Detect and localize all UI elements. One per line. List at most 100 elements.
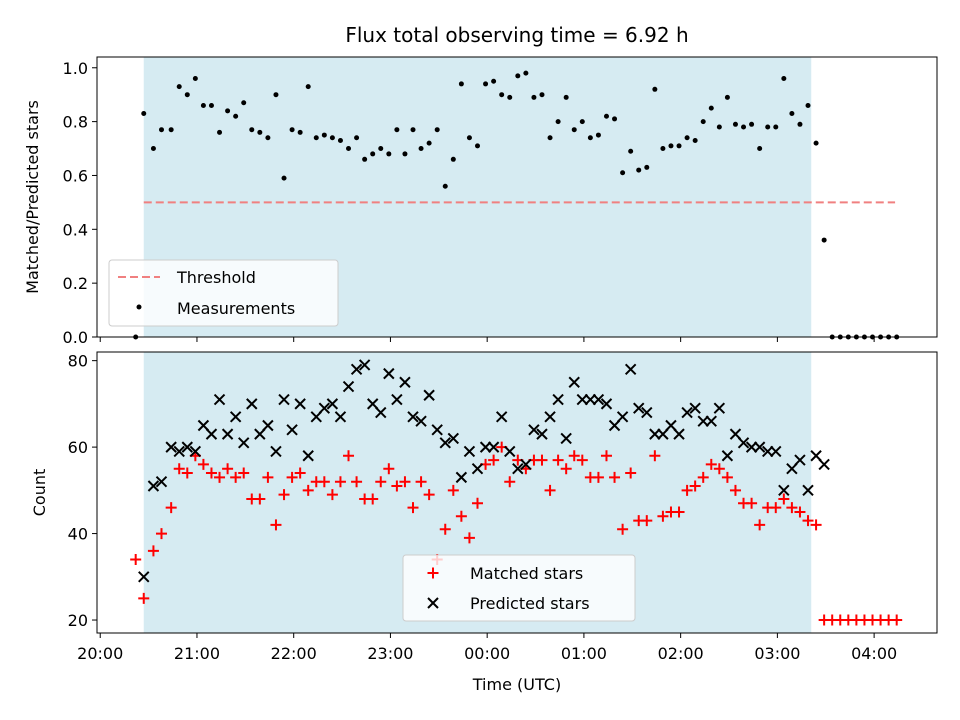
matched-stars-point [173,463,185,475]
measurement-point [370,151,376,157]
matched-stars-point [794,506,806,518]
top-marks-group [133,70,900,340]
bottom-y-axis-label: Count [30,469,49,517]
measurement-point [821,237,827,243]
measurement-point [200,102,206,108]
measurement-point [354,135,360,141]
predicted-stars-point [278,393,290,406]
predicted-stars-point [407,411,419,423]
measurement-point [757,146,763,152]
measurement-point [499,92,505,98]
measurement-point [644,164,650,170]
predicted-stars-point [560,432,572,445]
measurement-point [402,151,408,157]
bottom-x-ticks: 20:00 21:00 22:00 23:00 00:00 01:00 02:00 03:00… [77,633,897,663]
bottom-y-tick-label: 60 [68,438,88,457]
matched-stars-point [205,467,217,479]
matched-stars-point [181,467,193,479]
measurement-point [192,76,198,82]
measurement-point [773,124,779,130]
x-tick-label: 01:00 [561,644,607,663]
predicted-stars-point [512,463,524,475]
measurement-point [692,137,698,143]
predicted-stars-point [181,441,193,453]
predicted-stars-point [495,411,508,423]
predicted-stars-point [447,432,460,445]
predicted-stars-point [375,406,387,419]
predicted-stars-point [794,454,806,466]
matched-stars-point [230,471,242,483]
measurement-point [225,108,231,114]
measurement-point [636,167,642,173]
matched-stars-point [713,463,725,475]
matched-stars-point [657,510,669,522]
predicted-stars-point [463,445,476,458]
predicted-stars-point [713,402,726,414]
matched-stars-point [147,545,159,557]
matched-stars-point [617,523,629,535]
predicted-stars-point [528,424,540,436]
predicted-stars-point [205,428,218,440]
predicted-stars-point [294,398,306,410]
predicted-stars-point [302,450,314,462]
matched-stars-point [334,476,346,488]
matched-stars-point [673,506,685,518]
predicted-stars-point [608,419,621,432]
predicted-stars-point [399,376,411,388]
measurement-point [595,132,601,138]
matched-stars-point [560,463,572,475]
matched-stars-point [705,458,717,470]
matched-stars-point [729,484,741,496]
measurement-point [418,146,424,152]
matched-stars-point [222,463,234,475]
predicted-stars-point [415,415,427,427]
predicted-stars-point [138,571,150,583]
predicted-stars-point [657,428,669,440]
predicted-stars-point [270,445,282,458]
matched-stars-point [625,467,637,479]
measurement-point [273,92,279,98]
measurement-point [337,137,343,143]
measurement-point [603,113,609,119]
predicted-stars-point [383,367,395,380]
predicted-stars-point [358,359,371,371]
matched-stars-point [254,493,266,505]
measurement-point [539,92,545,98]
predicted-stars-point [721,450,734,462]
matched-stars-point [238,467,250,479]
matched-stars-point [544,484,556,496]
predicted-stars-point [334,411,347,423]
measurement-point [491,78,497,84]
top-y-axis-label: Matched/Predicted stars [23,100,42,294]
bottom-y-ticks: 20 40 60 80 [68,352,97,630]
matched-stars-point [367,493,379,505]
predicted-stars-point [568,376,580,388]
predicted-stars-point [641,406,653,419]
measurement-point [442,183,448,189]
matched-stars-point [689,480,701,492]
matched-stars-point [155,528,167,540]
predicted-stars-point [439,437,451,449]
matched-stars-point [463,532,475,544]
legend-plus-mark [427,567,439,579]
predicted-stars-point [818,458,830,471]
matched-stars-point [754,519,766,531]
measurement-point [474,143,480,149]
predicted-stars-point [147,480,160,492]
matched-stars-point [447,484,459,496]
measurement-point [628,148,634,154]
predicted-stars-point [197,419,210,432]
predicted-stars-point [173,445,185,458]
predicted-stars-point [600,398,613,410]
matched-stars-point [375,476,387,488]
measurement-point [150,146,156,152]
measurement-point [555,119,561,125]
predicted-stars-point [520,458,532,471]
matched-stars-point [165,502,177,514]
matched-stars-point [423,489,435,501]
measurement-point [241,100,247,106]
measurement-point [676,143,682,149]
top-y-tick-label: 0.4 [63,220,88,239]
measurement-point [281,175,287,181]
legend-matched-label: Matched stars [470,564,583,583]
